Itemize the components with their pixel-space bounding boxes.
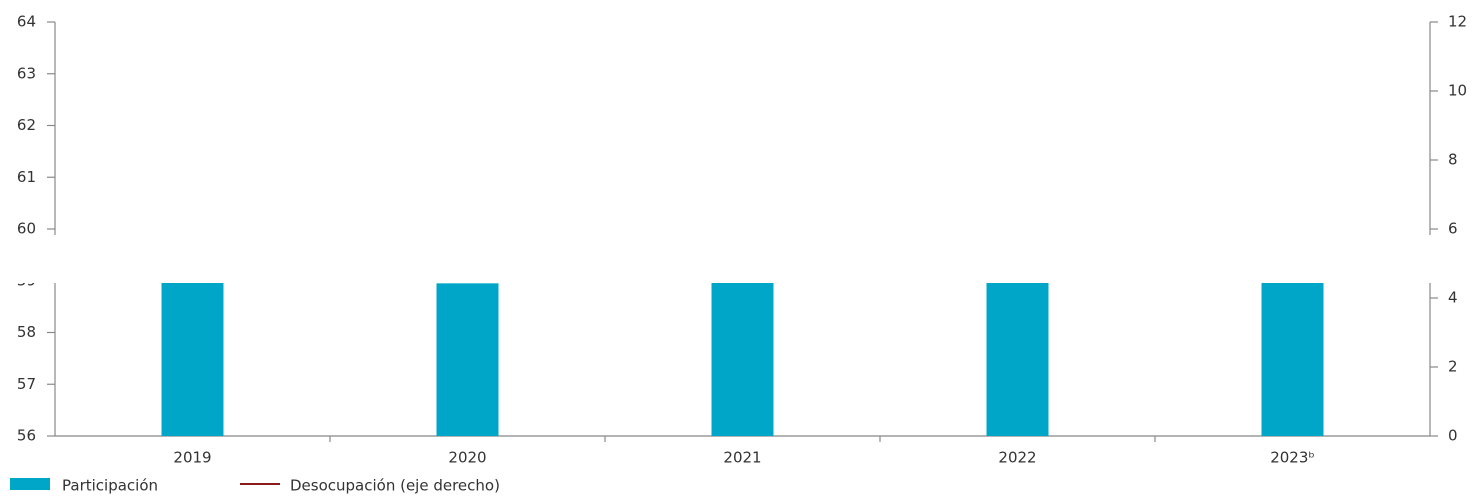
legend-label: Participación	[62, 477, 158, 495]
y2-tick-label: 6	[1448, 220, 1458, 238]
occlusion-band	[0, 235, 1477, 283]
x-tick-label: 2020	[448, 449, 486, 467]
legend-swatch	[10, 478, 50, 490]
bar	[436, 283, 499, 436]
y2-tick-label: 12	[1448, 13, 1467, 31]
y2-tick-label: 10	[1448, 82, 1467, 100]
x-tick-label: 2019	[173, 449, 211, 467]
x-tick-label: 2021	[723, 449, 761, 467]
y-tick-label: 56	[17, 427, 36, 445]
y-tick-label: 58	[17, 323, 36, 341]
bar	[711, 260, 774, 436]
y-tick-label: 60	[17, 220, 36, 238]
x-tick-label: 2022	[998, 449, 1036, 467]
y-tick-label: 61	[17, 168, 36, 186]
y2-tick-label: 0	[1448, 427, 1458, 445]
legend-label: Desocupación (eje derecho)	[290, 477, 500, 495]
y-tick-label: 62	[17, 116, 36, 134]
y2-tick-label: 8	[1448, 151, 1458, 169]
bar	[161, 254, 224, 436]
y2-tick-label: 2	[1448, 358, 1458, 376]
y2-tick-label: 4	[1448, 289, 1458, 307]
x-tick-label: 2023ᵇ	[1270, 449, 1315, 467]
y-tick-label: 63	[17, 64, 36, 82]
y-tick-label: 57	[17, 375, 36, 393]
y-tick-label: 64	[17, 13, 36, 31]
